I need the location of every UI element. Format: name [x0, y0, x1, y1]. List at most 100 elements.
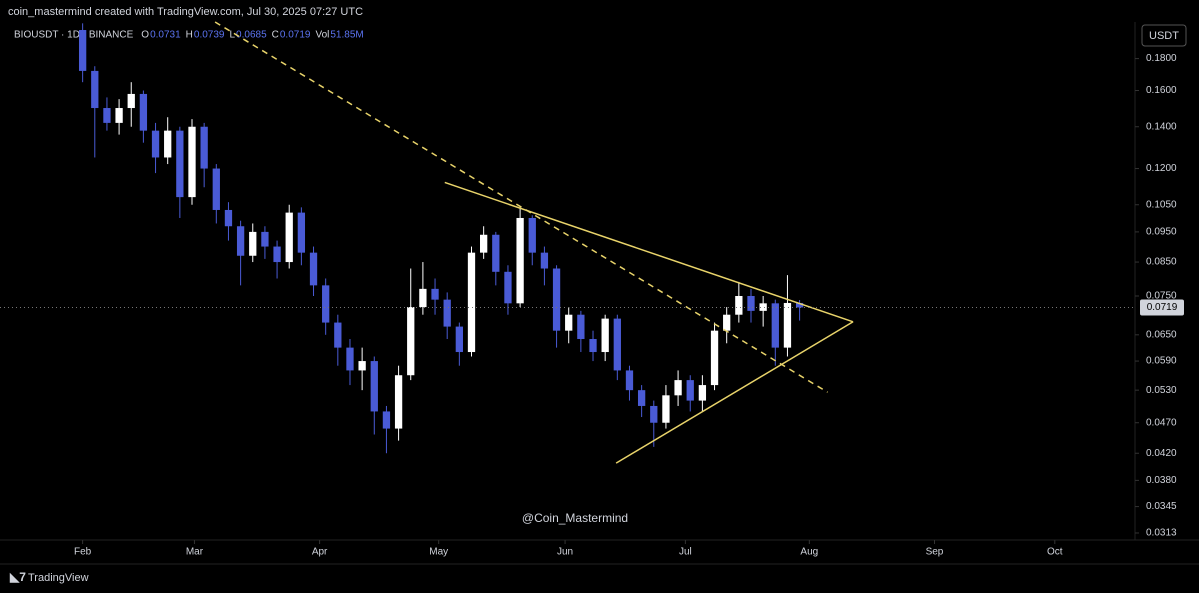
- candle-body: [382, 411, 391, 429]
- y-tick-label: 0.0950: [1146, 227, 1177, 238]
- candle-body: [735, 296, 743, 315]
- candle-body: [249, 231, 257, 256]
- ohlc-label: C: [272, 30, 279, 41]
- candle-body: [795, 302, 804, 308]
- y-tick-label: 0.0345: [1146, 501, 1177, 512]
- candle-body: [455, 326, 463, 353]
- candle-body: [467, 252, 476, 353]
- y-tick-label: 0.0750: [1146, 291, 1177, 302]
- x-tick-label: Jun: [557, 547, 573, 558]
- x-tick-label: Feb: [74, 547, 92, 558]
- candle-body: [650, 405, 658, 423]
- x-tick-label: Sep: [926, 547, 944, 558]
- candle-body: [91, 70, 99, 109]
- x-tick-label: Aug: [800, 547, 818, 558]
- candle-body: [723, 314, 731, 331]
- candle-body: [334, 322, 342, 348]
- candle-body: [115, 108, 123, 123]
- currency-button[interactable]: [1141, 24, 1187, 47]
- candle-body: [565, 314, 573, 331]
- x-tick-label: Mar: [186, 547, 204, 558]
- candle-body: [662, 395, 670, 423]
- price-label-box: [1140, 299, 1184, 316]
- candle-body: [710, 330, 719, 386]
- candle-body: [419, 288, 427, 308]
- symbol: BIOUSDT · 1D · BINANCE: [14, 30, 134, 41]
- ohlc-label: H: [186, 30, 193, 41]
- y-tick-label: 0.0420: [1146, 448, 1177, 459]
- candle-body: [577, 314, 585, 340]
- ohlc-value: 0.0731: [150, 30, 181, 41]
- ohlc-label: L: [229, 30, 235, 41]
- candle-body: [528, 217, 536, 253]
- candle-body: [492, 234, 500, 272]
- candle-body: [394, 375, 403, 429]
- candle-body: [686, 380, 694, 401]
- y-tick-label: 0.1600: [1146, 85, 1177, 96]
- y-tick-label: 0.1800: [1146, 53, 1177, 64]
- candle-body: [188, 126, 196, 198]
- candle-body: [552, 268, 561, 331]
- currency[interactable]: USDT: [1149, 30, 1179, 42]
- y-tick-label: 0.1050: [1146, 199, 1177, 210]
- candle-body: [589, 339, 597, 353]
- candle-body: [771, 303, 779, 348]
- candle-body: [236, 226, 245, 256]
- candle-body: [212, 168, 220, 210]
- trendline: [444, 181, 854, 323]
- x-tick-label: Apr: [312, 547, 328, 558]
- trendline: [615, 321, 854, 464]
- y-tick-label: 0.1200: [1146, 163, 1177, 174]
- candle-body: [759, 303, 767, 311]
- candle-body: [164, 130, 172, 158]
- x-tick-label: Jul: [679, 547, 692, 558]
- candle-body: [431, 288, 439, 300]
- logo-mark: ◣7: [9, 570, 26, 584]
- candle-body: [783, 302, 792, 348]
- candle-body: [261, 231, 269, 247]
- trendline: [214, 21, 828, 393]
- symbol-legend: BIOUSDT · 1D · BINANCE O 0.0731 H 0.0739 L 0.0…: [14, 30, 364, 41]
- y-tick-label: 0.0530: [1146, 385, 1177, 396]
- candle-body: [127, 93, 135, 109]
- candle-body: [309, 252, 318, 286]
- y-tick-label: 0.0380: [1146, 475, 1177, 486]
- candle-body: [358, 361, 366, 371]
- candle-body: [747, 296, 755, 311]
- y-tick-label: 0.0590: [1146, 356, 1177, 367]
- x-tick-label: Oct: [1047, 547, 1063, 558]
- candle-body: [443, 299, 451, 327]
- brand: TradingView: [28, 572, 89, 584]
- candle-body: [151, 130, 160, 158]
- price-label: 0.0719: [1147, 302, 1178, 313]
- candle-body: [480, 234, 488, 253]
- volume-value: 51.85M: [330, 30, 363, 41]
- y-tick-label: 0.1400: [1146, 121, 1177, 132]
- ohlc-value: 0.0719: [280, 30, 311, 41]
- ohlc-value: 0.0685: [236, 30, 267, 41]
- candle-body: [273, 246, 281, 263]
- x-tick-label: May: [429, 547, 448, 558]
- candle-body: [613, 318, 621, 371]
- y-tick-label: 0.0313: [1146, 528, 1177, 539]
- candle-body: [139, 93, 148, 131]
- candle-body: [285, 212, 293, 263]
- credit: coin_mastermind created with TradingView…: [8, 6, 363, 18]
- y-tick-label: 0.0850: [1146, 257, 1177, 268]
- candle-body: [516, 217, 524, 304]
- candle-body: [674, 380, 682, 396]
- ohlc-label: Vol: [315, 30, 329, 41]
- candle-body: [698, 385, 707, 401]
- watermark: @Coin_Mastermind: [522, 511, 628, 525]
- candle-body: [346, 347, 354, 371]
- candle-body: [224, 209, 233, 227]
- candle-body: [637, 390, 646, 406]
- ohlc-value: 0.0739: [194, 30, 225, 41]
- y-tick-label: 0.0650: [1146, 329, 1177, 340]
- candle-body: [103, 108, 111, 123]
- candle-body: [625, 370, 634, 391]
- candle-body: [370, 361, 378, 412]
